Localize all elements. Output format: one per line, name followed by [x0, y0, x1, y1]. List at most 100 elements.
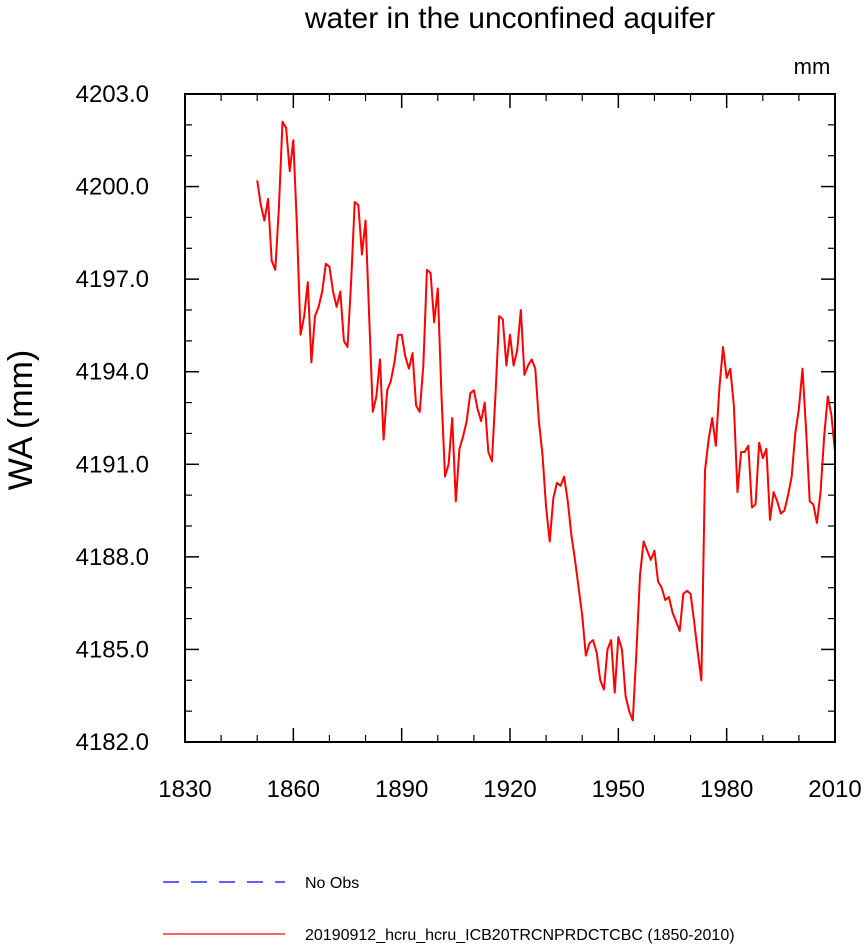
data-point	[491, 460, 493, 462]
data-point	[791, 476, 793, 478]
data-point	[336, 306, 338, 308]
data-point	[505, 365, 507, 367]
data-point	[744, 451, 746, 453]
data-point	[274, 269, 276, 271]
data-point	[390, 380, 392, 382]
data-point	[747, 445, 749, 447]
data-point	[368, 315, 370, 317]
data-point	[513, 365, 515, 367]
data-point	[300, 334, 302, 336]
data-point	[480, 420, 482, 422]
y-axis-label: WA (mm)	[2, 350, 40, 490]
data-point	[646, 550, 648, 552]
axis-ticks	[184, 93, 836, 743]
data-point	[332, 290, 334, 292]
units-label: mm	[794, 54, 831, 79]
data-point	[404, 355, 406, 357]
data-point	[675, 621, 677, 623]
data-point	[664, 599, 666, 601]
data-point	[477, 408, 479, 410]
data-point	[650, 559, 652, 561]
data-point	[563, 476, 565, 478]
y-tick-label: 4200.0	[76, 174, 149, 201]
data-point	[581, 614, 583, 616]
data-point	[495, 392, 497, 394]
data-point	[607, 648, 609, 650]
x-tick-label: 1830	[158, 776, 211, 803]
data-point	[527, 365, 529, 367]
data-point	[617, 636, 619, 638]
data-point	[426, 269, 428, 271]
data-point	[365, 220, 367, 222]
data-point	[758, 442, 760, 444]
y-tick-label: 4197.0	[76, 266, 149, 293]
data-point	[498, 315, 500, 317]
data-point	[401, 334, 403, 336]
data-point	[729, 368, 731, 370]
data-point	[325, 263, 327, 265]
data-point	[776, 500, 778, 502]
series-line	[256, 120, 836, 722]
data-point	[737, 491, 739, 493]
data-point	[375, 395, 377, 397]
data-point	[383, 439, 385, 441]
data-point	[292, 139, 294, 141]
data-point	[422, 365, 424, 367]
data-point	[361, 253, 363, 255]
data-point	[419, 411, 421, 413]
data-point	[679, 630, 681, 632]
data-point	[542, 454, 544, 456]
data-point	[621, 648, 623, 650]
y-tick-label: 4188.0	[76, 544, 149, 571]
plot-frame	[184, 93, 836, 743]
data-point	[697, 652, 699, 654]
data-point	[773, 491, 775, 493]
data-point	[827, 395, 829, 397]
data-point	[549, 540, 551, 542]
data-point	[762, 457, 764, 459]
data-point	[693, 621, 695, 623]
data-point	[509, 334, 511, 336]
data-point	[433, 321, 435, 323]
data-point	[805, 429, 807, 431]
x-tick-label: 1890	[375, 776, 428, 803]
legend-label-series: 20190912_hcru_hcru_ICB20TRCNPRDCTCBC (18…	[305, 927, 735, 944]
data-point	[715, 445, 717, 447]
data-point	[545, 506, 547, 508]
data-point	[321, 290, 323, 292]
y-tick-label: 4203.0	[76, 81, 149, 108]
data-point	[578, 587, 580, 589]
data-point	[592, 639, 594, 641]
data-point	[780, 513, 782, 515]
data-point	[473, 389, 475, 391]
data-point	[347, 346, 349, 348]
data-point	[668, 596, 670, 598]
data-point	[556, 482, 558, 484]
data-point	[412, 352, 414, 354]
data-point	[635, 652, 637, 654]
data-point	[733, 405, 735, 407]
data-point	[278, 207, 280, 209]
x-tick-label: 1950	[592, 776, 645, 803]
data-point	[585, 655, 587, 657]
data-point	[430, 272, 432, 274]
data-point	[610, 639, 612, 641]
data-point	[722, 346, 724, 348]
data-point	[328, 266, 330, 268]
data-point	[267, 198, 269, 200]
data-point	[408, 368, 410, 370]
data-point	[816, 522, 818, 524]
data-point	[487, 451, 489, 453]
data-point	[458, 448, 460, 450]
data-point	[307, 281, 309, 283]
data-point	[672, 611, 674, 613]
data-point	[755, 503, 757, 505]
data-point	[700, 679, 702, 681]
data-point	[661, 587, 663, 589]
data-point	[830, 414, 832, 416]
data-point	[628, 710, 630, 712]
chart-title: water in the unconfined aquifer	[304, 2, 715, 35]
y-tick-label: 4182.0	[76, 729, 149, 756]
data-point	[354, 201, 356, 203]
